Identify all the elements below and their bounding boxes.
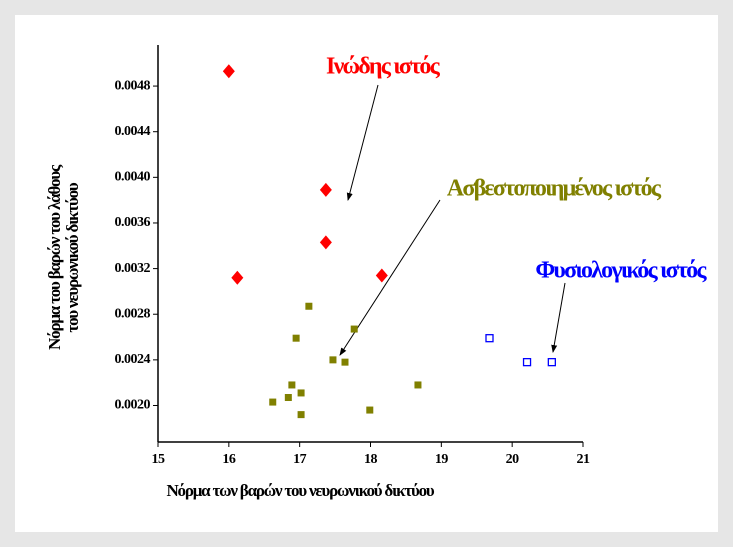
point <box>485 334 494 343</box>
point <box>297 389 305 397</box>
x-tick-label: 19 <box>435 452 449 467</box>
point <box>305 302 313 310</box>
point <box>319 182 332 197</box>
annotation-arrow <box>551 282 566 353</box>
point <box>547 357 556 367</box>
point <box>414 381 422 389</box>
annotation: Ασβεστοποιημένος ιστός <box>447 176 662 202</box>
point <box>222 64 235 79</box>
y-tick-label: 0.0036 <box>115 215 151 230</box>
y-tick-label: 0.0040 <box>115 170 151 185</box>
point <box>269 398 277 406</box>
x-tick-label: 15 <box>152 452 166 467</box>
annotation: Φυσιολογικός ιστός <box>535 258 707 284</box>
panel <box>15 15 718 532</box>
annotation-arrow <box>346 84 379 201</box>
point <box>231 270 244 285</box>
point <box>366 406 374 414</box>
x-tick-label: 16 <box>222 452 236 467</box>
y-tick-label: 0.0048 <box>115 78 151 93</box>
y-axis-label: του νευρωνικού δικτύου <box>63 182 82 332</box>
annotation: Ινώδης ιστός <box>326 54 441 80</box>
point <box>284 394 292 402</box>
x-tick-label: 17 <box>293 452 307 467</box>
y-tick-label: 0.0028 <box>115 306 151 321</box>
y-tick-label: 0.0024 <box>115 352 151 367</box>
y-tick-label: 0.0032 <box>115 261 151 276</box>
point <box>329 356 337 364</box>
point <box>288 381 296 389</box>
y-tick-label: 0.0020 <box>115 398 151 413</box>
point <box>375 268 388 283</box>
x-tick-label: 20 <box>506 452 520 467</box>
point <box>319 235 332 250</box>
x-axis-label: Νόρμα των βαρών του νευρωνικού δικτύου <box>166 481 434 500</box>
y-axis-label: Νόρμα του βαρών του λάθους <box>45 164 64 350</box>
point <box>522 357 532 367</box>
x-tick-label: 18 <box>364 452 378 467</box>
x-tick-label: 21 <box>577 452 591 467</box>
point <box>292 334 300 342</box>
point <box>297 411 305 419</box>
point <box>341 358 349 366</box>
y-tick-label: 0.0044 <box>115 124 151 139</box>
point <box>350 325 358 333</box>
